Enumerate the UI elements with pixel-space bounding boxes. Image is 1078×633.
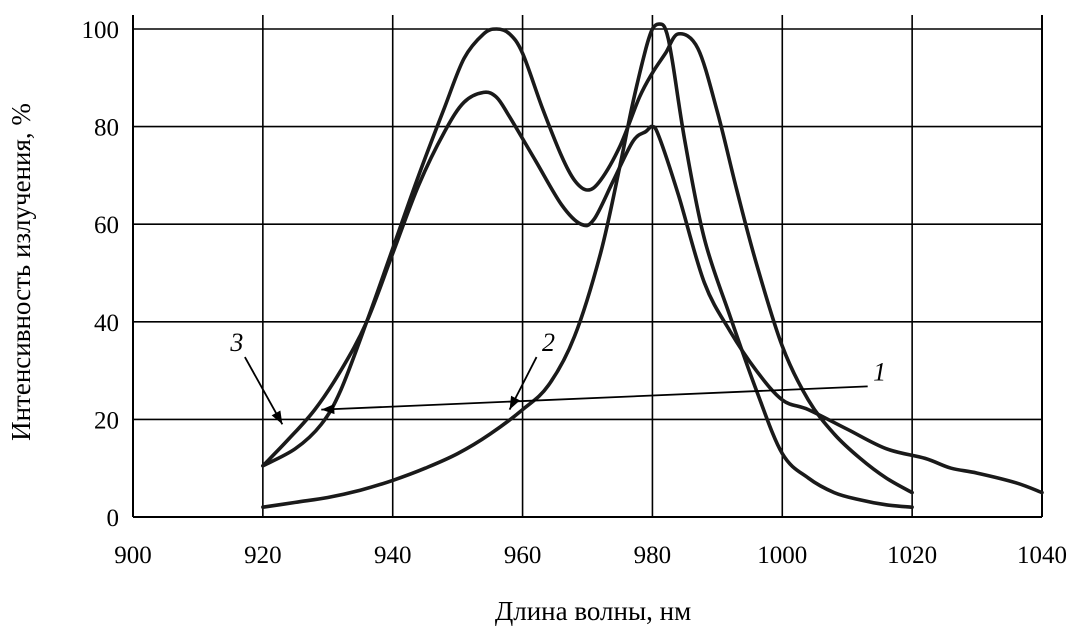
curve-annotations: 1 2 3 xyxy=(229,328,886,425)
x-tick-label: 940 xyxy=(374,542,412,569)
grid-lines xyxy=(133,15,1042,517)
series-line-1 xyxy=(261,27,914,495)
x-tick-label: 1020 xyxy=(887,542,937,569)
x-tick-label: 960 xyxy=(504,542,542,569)
x-tick-label: 1040 xyxy=(1017,542,1067,569)
y-tick-label: 20 xyxy=(94,407,119,434)
curve-label-1: 1 xyxy=(873,357,886,386)
curve-label-2: 2 xyxy=(542,328,555,357)
tick-labels: 900 920 940 960 980 1000 1020 1040 0 20 40 60 80 100 xyxy=(82,17,1068,569)
arrowhead-3 xyxy=(271,410,283,425)
arrowhead-2 xyxy=(509,395,520,410)
y-tick-label: 100 xyxy=(82,17,120,44)
x-tick-label: 920 xyxy=(244,542,282,569)
y-tick-label: 60 xyxy=(94,212,119,239)
arrow-line-1 xyxy=(321,385,868,411)
y-tick-label: 0 xyxy=(107,505,120,532)
series-group xyxy=(261,22,1044,509)
x-tick-label: 1000 xyxy=(757,542,807,569)
arrowhead-1 xyxy=(321,404,335,415)
y-tick-label: 40 xyxy=(94,310,119,337)
curve-label-3: 3 xyxy=(229,328,243,357)
x-tick-label: 980 xyxy=(634,542,672,569)
series-line-3 xyxy=(261,90,1044,495)
x-axis-title: Длина волны, нм xyxy=(495,596,691,626)
axes-frame xyxy=(132,15,1043,518)
y-tick-label: 80 xyxy=(94,115,119,142)
x-tick-label: 900 xyxy=(114,542,152,569)
series-line-2 xyxy=(261,22,914,509)
y-axis-title: Интенсивность излучения, % xyxy=(6,103,36,441)
